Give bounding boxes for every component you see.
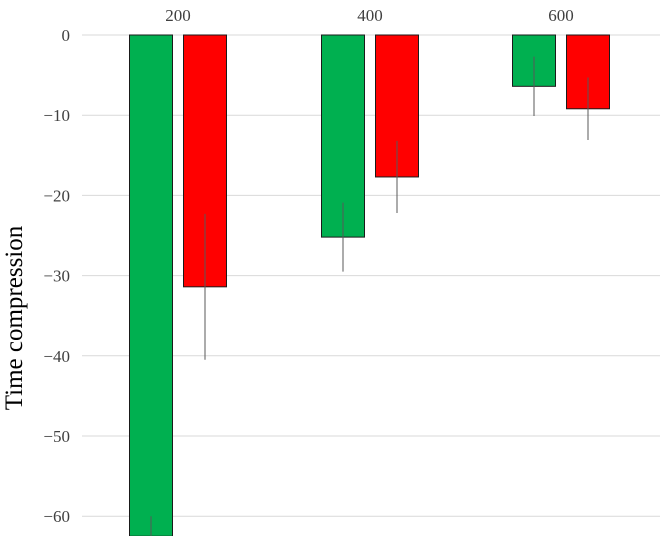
x-tick-labels: 200 400 600 bbox=[165, 6, 574, 25]
bar bbox=[129, 34, 173, 536]
y-tick-label: 0 bbox=[62, 26, 71, 45]
error-bars bbox=[150, 56, 589, 536]
y-tick-labels: 0 −10 −20 −30 −40 −50 −60 bbox=[43, 26, 70, 526]
y-tick-label: −40 bbox=[43, 347, 70, 366]
x-tick-label: 600 bbox=[548, 6, 574, 25]
gridlines bbox=[82, 34, 660, 517]
y-tick-label: −20 bbox=[43, 186, 70, 205]
y-tick-label: −60 bbox=[43, 507, 70, 526]
y-tick-label: −50 bbox=[43, 427, 70, 446]
y-tick-label: −10 bbox=[43, 106, 70, 125]
x-tick-label: 400 bbox=[357, 6, 383, 25]
x-tick-label: 200 bbox=[165, 6, 191, 25]
bars bbox=[129, 34, 610, 536]
y-tick-label: −30 bbox=[43, 267, 70, 286]
y-axis-label: Time compression bbox=[1, 225, 28, 410]
